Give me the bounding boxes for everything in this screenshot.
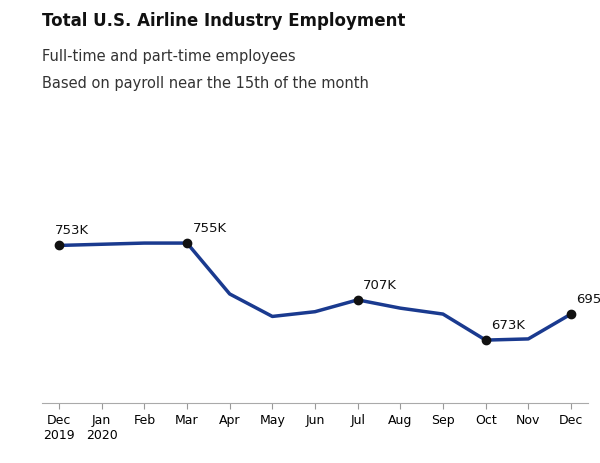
Text: 695K: 695K bbox=[577, 293, 600, 306]
Text: Based on payroll near the 15th of the month: Based on payroll near the 15th of the mo… bbox=[42, 76, 369, 91]
Text: 707K: 707K bbox=[363, 279, 397, 292]
Text: 673K: 673K bbox=[491, 319, 525, 332]
Text: 755K: 755K bbox=[193, 222, 227, 235]
Text: Full-time and part-time employees: Full-time and part-time employees bbox=[42, 49, 296, 63]
Text: 753K: 753K bbox=[55, 224, 89, 237]
Text: Total U.S. Airline Industry Employment: Total U.S. Airline Industry Employment bbox=[42, 12, 406, 30]
